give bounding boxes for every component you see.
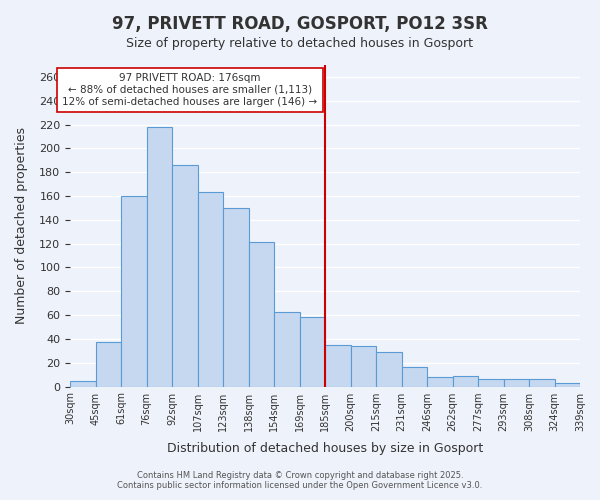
Text: Contains HM Land Registry data © Crown copyright and database right 2025.
Contai: Contains HM Land Registry data © Crown c… <box>118 470 482 490</box>
Bar <box>478 380 503 386</box>
Bar <box>529 380 554 386</box>
Bar <box>197 192 223 386</box>
Bar <box>146 127 172 386</box>
Text: Size of property relative to detached houses in Gosport: Size of property relative to detached ho… <box>127 38 473 51</box>
Text: 97, PRIVETT ROAD, GOSPORT, PO12 3SR: 97, PRIVETT ROAD, GOSPORT, PO12 3SR <box>112 15 488 33</box>
Bar <box>95 342 121 386</box>
Bar <box>70 380 95 386</box>
Bar <box>248 242 274 386</box>
Bar <box>427 377 452 386</box>
Bar <box>503 380 529 386</box>
Bar <box>554 383 580 386</box>
Text: 97 PRIVETT ROAD: 176sqm
← 88% of detached houses are smaller (1,113)
12% of semi: 97 PRIVETT ROAD: 176sqm ← 88% of detache… <box>62 74 317 106</box>
Bar <box>299 318 325 386</box>
Bar <box>325 345 350 387</box>
Bar <box>172 165 197 386</box>
Bar <box>350 346 376 387</box>
Bar <box>274 312 299 386</box>
Bar <box>223 208 248 386</box>
Bar <box>376 352 401 386</box>
Bar <box>121 196 146 386</box>
X-axis label: Distribution of detached houses by size in Gosport: Distribution of detached houses by size … <box>167 442 483 455</box>
Bar <box>452 376 478 386</box>
Bar <box>401 368 427 386</box>
Y-axis label: Number of detached properties: Number of detached properties <box>15 128 28 324</box>
